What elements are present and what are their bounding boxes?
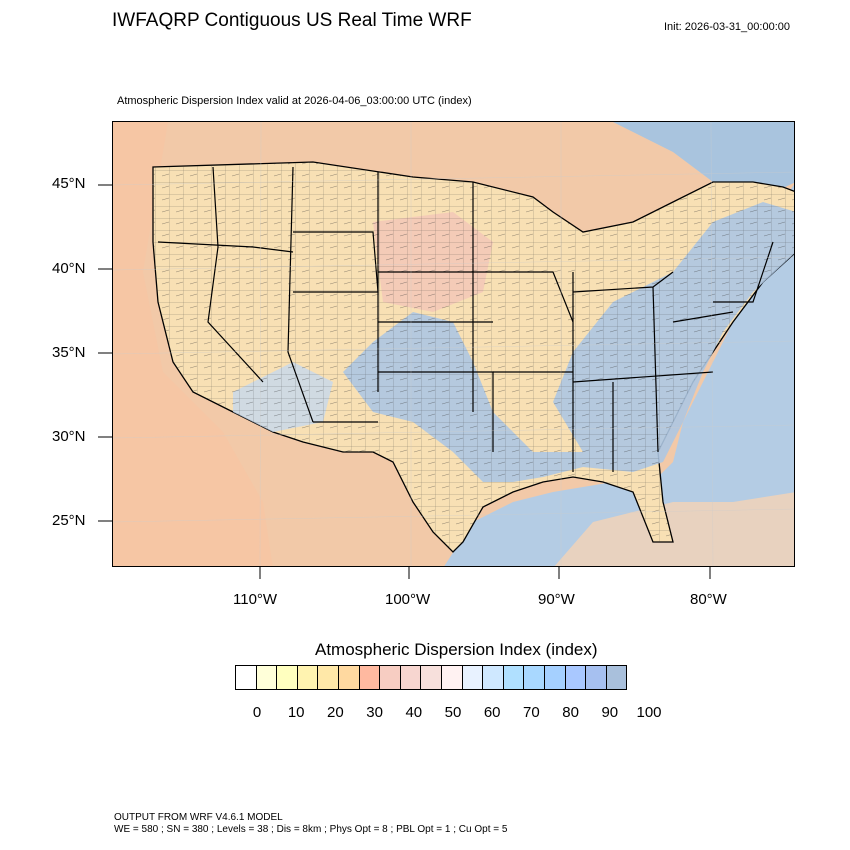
- footer-model: OUTPUT FROM WRF V4.6.1 MODEL: [114, 812, 283, 823]
- colorbar-tick-label: 90: [601, 704, 618, 721]
- colorbar-tick-label: 30: [366, 704, 383, 721]
- colorbar-box: [276, 665, 298, 690]
- lat-label-40n: 40°N: [52, 260, 86, 277]
- colorbar-tick-label: 10: [288, 704, 305, 721]
- lat-ticks: [98, 120, 114, 540]
- colorbar-box: [606, 665, 628, 690]
- lon-label-110w: 110°W: [233, 591, 277, 608]
- colorbar-tick-label: 40: [405, 704, 422, 721]
- colorbar-box: [441, 665, 463, 690]
- footer-config: WE = 580 ; SN = 380 ; Levels = 38 ; Dis …: [114, 824, 507, 835]
- colorbar-box: [338, 665, 360, 690]
- colorbar-box: [317, 665, 339, 690]
- colorbar-tick-label: 0: [253, 704, 261, 721]
- colorbar-box: [462, 665, 484, 690]
- colorbar-box: [523, 665, 545, 690]
- colorbar-box: [256, 665, 278, 690]
- plot-title: IWFAQRP Contiguous US Real Time WRF: [112, 10, 472, 32]
- colorbar-tick-label: 80: [562, 704, 579, 721]
- lat-label-30n: 30°N: [52, 428, 86, 445]
- colorbar-box: [565, 665, 587, 690]
- lon-ticks: [250, 566, 720, 582]
- colorbar-box: [482, 665, 504, 690]
- colorbar-tick-label: 100: [636, 704, 661, 721]
- lon-label-90w: 90°W: [538, 591, 575, 608]
- lon-label-80w: 80°W: [690, 591, 727, 608]
- colorbar-box: [235, 665, 257, 690]
- colorbar-box: [503, 665, 525, 690]
- colorbar-tick-label: 60: [484, 704, 501, 721]
- map-panel: [112, 121, 795, 567]
- colorbar-box: [359, 665, 381, 690]
- colorbar-box: [544, 665, 566, 690]
- colorbar-tick-label: 20: [327, 704, 344, 721]
- map-svg: [113, 122, 795, 567]
- lon-label-100w: 100°W: [385, 591, 430, 608]
- plot-subtitle: Atmospheric Dispersion Index valid at 20…: [117, 95, 472, 107]
- colorbar-box: [420, 665, 442, 690]
- init-time-label: Init: 2026-03-31_00:00:00: [664, 21, 790, 33]
- colorbar-tick-label: 50: [445, 704, 462, 721]
- lat-label-25n: 25°N: [52, 512, 86, 529]
- lat-label-45n: 45°N: [52, 175, 86, 192]
- colorbar-box: [585, 665, 607, 690]
- colorbar-box: [400, 665, 422, 690]
- colorbar-tick-label: 70: [523, 704, 540, 721]
- lat-label-35n: 35°N: [52, 344, 86, 361]
- colorbar-title: Atmospheric Dispersion Index (index): [315, 640, 598, 660]
- colorbar: [236, 665, 627, 689]
- colorbar-box: [297, 665, 319, 690]
- colorbar-box: [379, 665, 401, 690]
